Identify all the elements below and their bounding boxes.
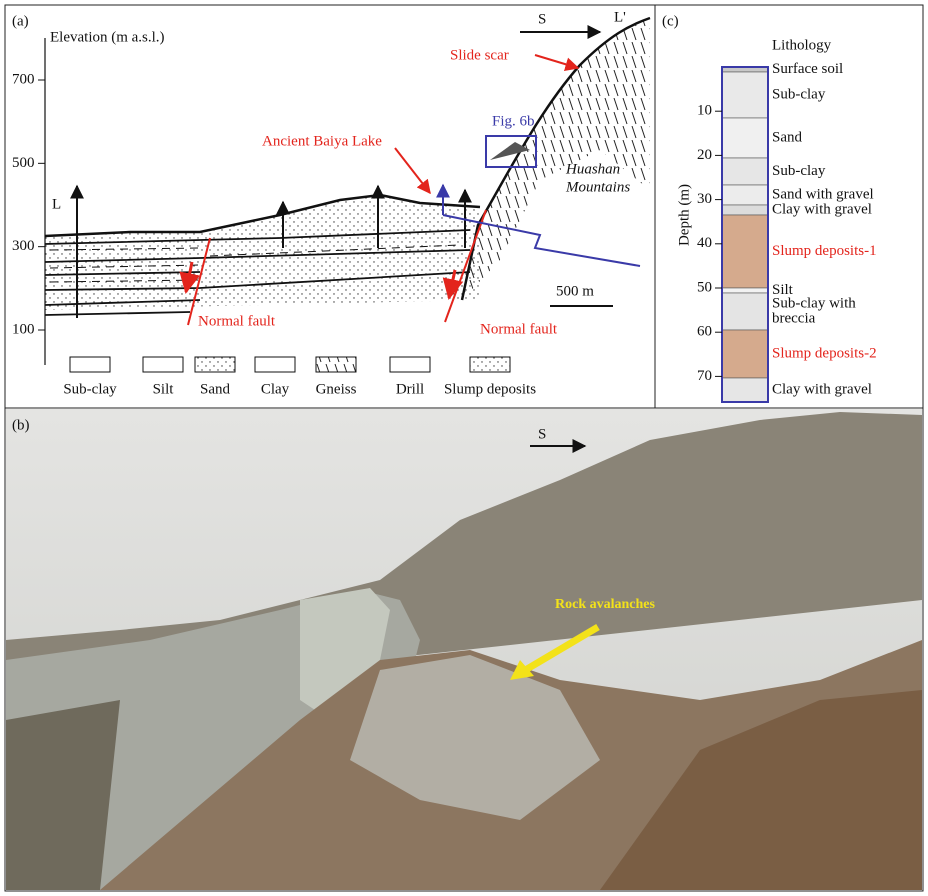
y-tick-label: 40 — [697, 235, 712, 251]
layer-label: Sand with gravel — [772, 186, 874, 202]
y-tick-label: 30 — [697, 191, 712, 207]
figure: Sub-clay Silt Sand Clay Gneiss Drill Slump dep… — [0, 0, 928, 896]
layer-label: Sub-clay with — [772, 295, 856, 311]
layer — [722, 158, 768, 185]
layer — [722, 205, 768, 215]
panel-label: (b) — [12, 417, 30, 433]
annotation: Mountains — [565, 179, 630, 195]
layer — [722, 293, 768, 330]
layer-label: Sand — [772, 129, 803, 145]
layer — [722, 215, 768, 288]
legend-swatch — [316, 357, 356, 372]
layer — [722, 378, 768, 402]
layer-label: breccia — [772, 310, 816, 326]
direction: S — [538, 11, 546, 27]
annotation: Ancient Baiya Lake — [262, 133, 382, 149]
annotation: Normal fault — [198, 313, 276, 329]
legend-label: Sub-clay — [63, 381, 117, 397]
scale-label: 500 m — [556, 283, 594, 299]
legend-label: Slump deposits — [444, 381, 536, 397]
y-tick-label: 10 — [697, 103, 712, 119]
layer-label: Clay with gravel — [772, 381, 872, 397]
panel-label: (a) — [12, 13, 29, 29]
column-title: Lithology — [772, 37, 832, 53]
profile-start: L — [52, 196, 61, 212]
legend-swatch — [390, 357, 430, 372]
axis-title: Elevation (m a.s.l.) — [50, 29, 165, 45]
y-tick-label: 100 — [12, 321, 35, 337]
layer-label: Slump deposits-2 — [772, 345, 877, 361]
legend-label: Gneiss — [316, 381, 357, 397]
y-tick-label: 60 — [697, 324, 712, 340]
annotation: Rock avalanches — [555, 597, 656, 612]
y-tick-label: 70 — [697, 368, 712, 384]
photo — [6, 409, 922, 890]
direction: S — [538, 426, 546, 442]
cross-section — [45, 18, 650, 365]
layer — [722, 72, 768, 118]
legend-label: Sand — [200, 381, 231, 397]
legend-swatch — [70, 357, 110, 372]
axis-title: Depth (m) — [676, 184, 692, 246]
legend-swatch — [255, 357, 295, 372]
legend-swatch — [195, 357, 235, 372]
layer — [722, 288, 768, 293]
legend-label: Drill — [396, 381, 424, 397]
y-tick-label: 500 — [12, 155, 35, 171]
annotation: Fig. 6b — [492, 113, 535, 129]
legend-label: Clay — [261, 381, 290, 397]
legend-swatch — [470, 357, 510, 372]
legend-label: Silt — [153, 381, 175, 397]
y-tick-label: 20 — [697, 147, 712, 163]
lithology-column: Surface soil Sub-clay Sand Sub-clay Sand wit… — [697, 61, 877, 402]
legend-swatch — [143, 357, 183, 372]
layer — [722, 118, 768, 158]
layer-label: Slump deposits-1 — [772, 243, 877, 259]
legend: Sub-clay Silt Sand Clay Gneiss Drill Slump dep… — [63, 357, 536, 397]
panel-label: (c) — [662, 13, 679, 29]
y-tick-label: 300 — [12, 238, 35, 254]
annotation: Normal fault — [480, 321, 558, 337]
layer — [722, 185, 768, 205]
layer-label: Sub-clay — [772, 163, 826, 179]
layer — [722, 330, 768, 378]
profile-end: L' — [614, 9, 626, 25]
layer-label: Clay with gravel — [772, 201, 872, 217]
y-tick-label: 700 — [12, 71, 35, 87]
layer-label: Sub-clay — [772, 86, 826, 102]
layer-label: Surface soil — [772, 61, 843, 77]
annotation: Slide scar — [450, 47, 509, 63]
y-tick-label: 50 — [697, 279, 712, 295]
annotation: Huashan — [565, 161, 620, 177]
